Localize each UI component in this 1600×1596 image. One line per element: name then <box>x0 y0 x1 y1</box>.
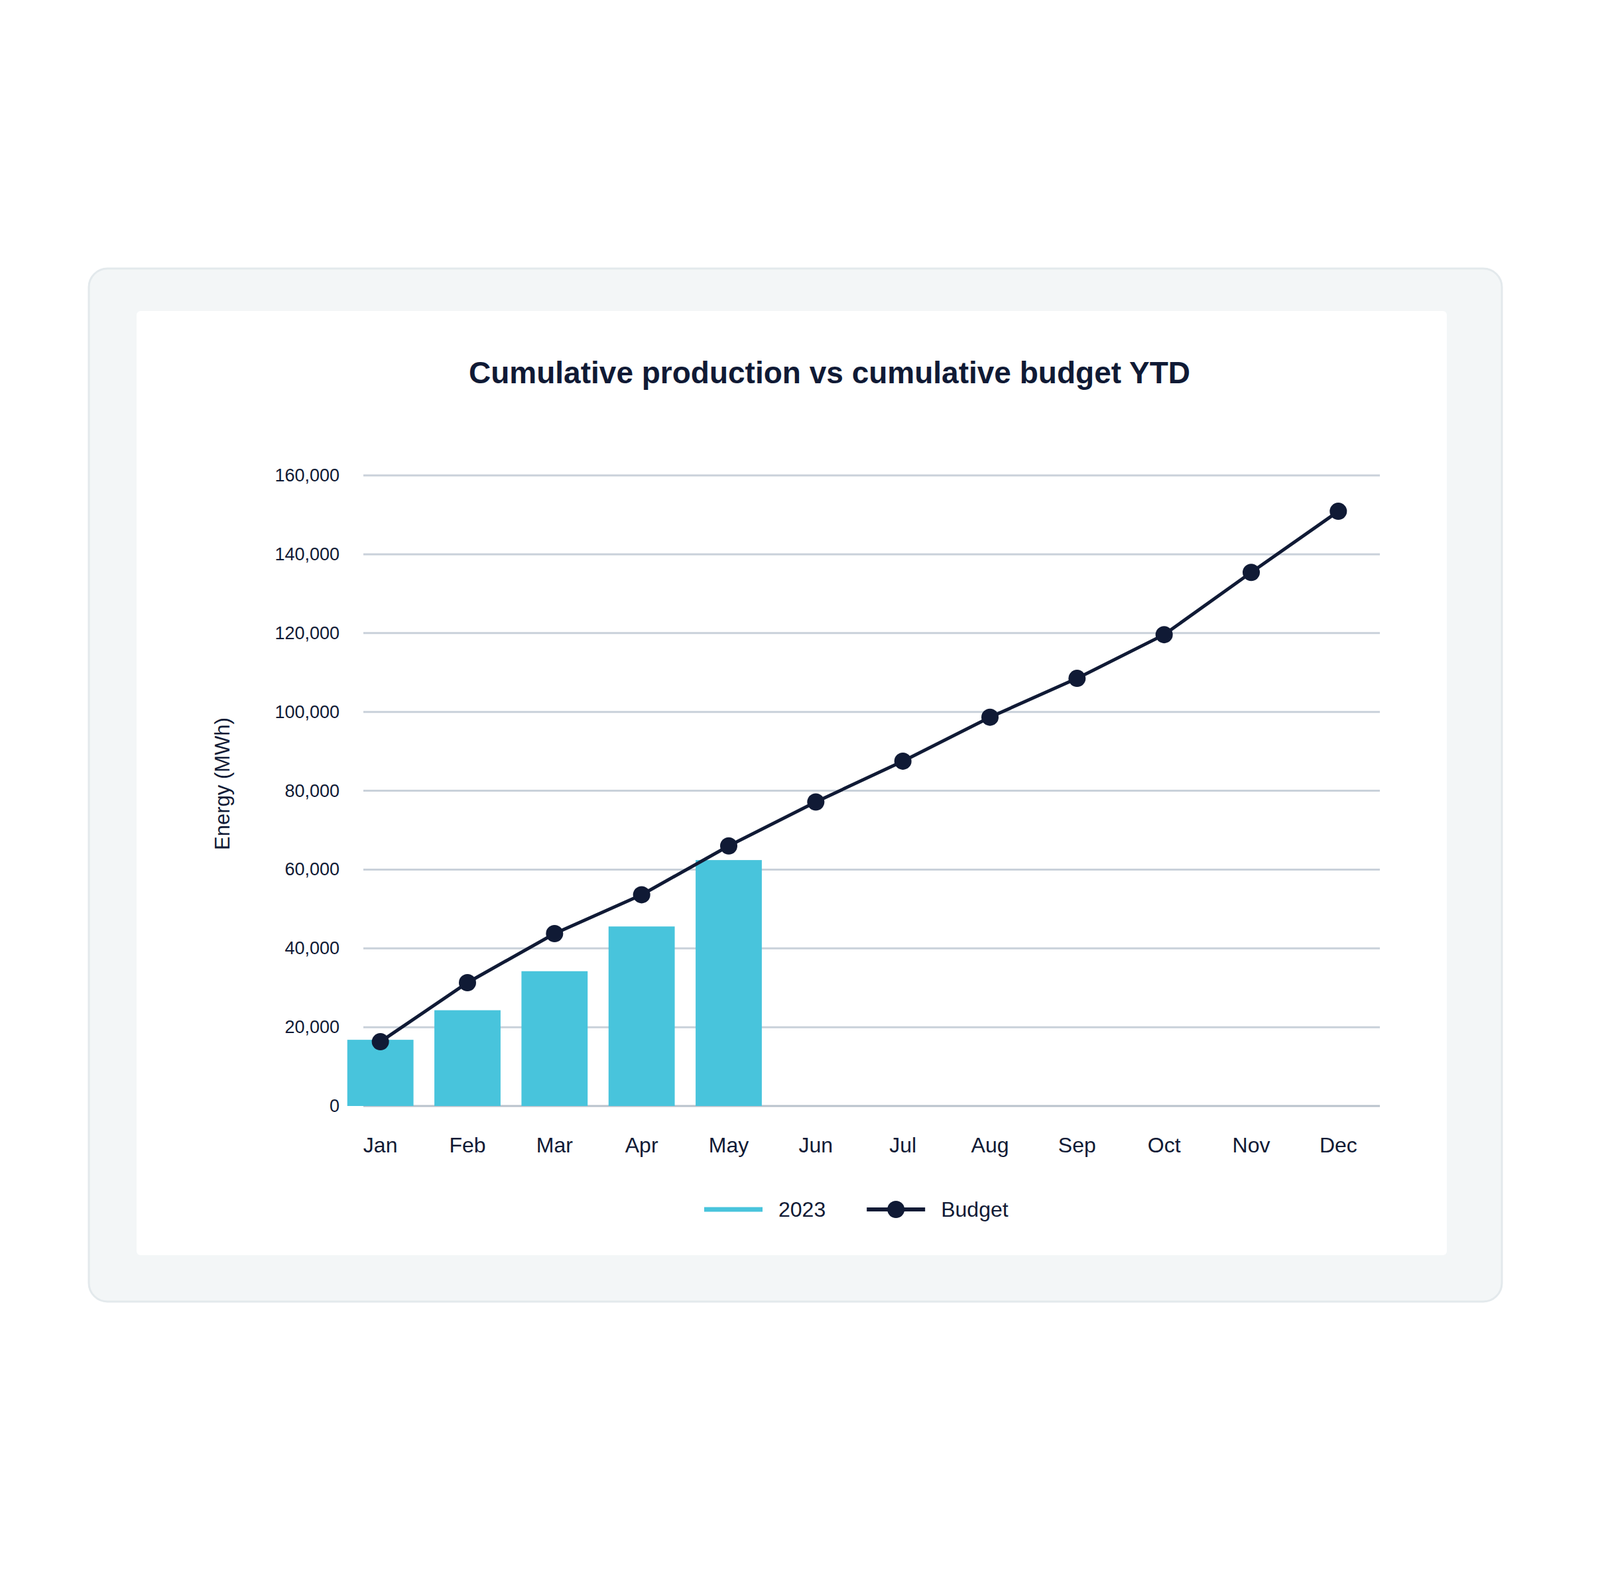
bar <box>434 1010 501 1107</box>
card-panel <box>136 310 1447 1256</box>
x-tick-label: Jan <box>363 1133 398 1158</box>
y-tick-label: 160,000 <box>274 465 340 486</box>
bar <box>608 926 676 1107</box>
marker <box>1068 669 1086 687</box>
plot-area <box>347 502 1348 1107</box>
bar <box>695 860 762 1107</box>
marker <box>894 752 912 770</box>
marker <box>720 837 738 855</box>
x-tick-label: Jul <box>889 1133 917 1158</box>
y-tick-label: 20,000 <box>284 1017 340 1038</box>
y-axis-label: Energy (MWh) <box>210 717 235 851</box>
marker <box>371 1033 390 1051</box>
bar <box>521 971 588 1107</box>
chart: Cumulative production vs cumulative budg… <box>0 0 1600 1596</box>
x-tick-label: May <box>708 1133 749 1158</box>
marker <box>1155 625 1173 644</box>
grid-line <box>363 789 1380 792</box>
grid-line <box>363 631 1380 634</box>
legend-swatch <box>704 1207 763 1213</box>
y-tick-label: 80,000 <box>284 781 340 801</box>
x-tick-label: Jun <box>799 1133 834 1158</box>
card-frame <box>88 268 1502 1302</box>
x-tick-label: Mar <box>536 1133 573 1158</box>
grid-line <box>363 868 1380 871</box>
x-tick-label: Dec <box>1319 1133 1358 1158</box>
y-tick-label: 140,000 <box>274 544 340 565</box>
legend-label: Budget <box>940 1197 1009 1222</box>
grid-line <box>363 1105 1380 1108</box>
x-tick-label: Aug <box>971 1133 1010 1158</box>
y-tick-label: 0 <box>329 1096 340 1116</box>
legend-label: 2023 <box>778 1197 826 1222</box>
title: Cumulative production vs cumulative budg… <box>468 355 1191 390</box>
marker <box>981 708 999 727</box>
marker <box>1329 502 1347 520</box>
marker <box>1242 563 1260 581</box>
marker <box>545 924 563 943</box>
marker <box>806 793 825 811</box>
legend-marker <box>887 1200 905 1219</box>
y-tick-label: 40,000 <box>284 938 340 959</box>
y-tick-label: 120,000 <box>274 623 340 644</box>
grid-line <box>363 553 1380 555</box>
marker <box>633 885 651 904</box>
x-tick-label: Sep <box>1058 1133 1097 1158</box>
grid-line <box>363 947 1380 950</box>
y-tick-label: 60,000 <box>284 859 340 880</box>
grid-line <box>363 1026 1380 1029</box>
x-tick-label: Apr <box>625 1133 659 1158</box>
x-tick-label: Feb <box>448 1133 486 1158</box>
background <box>0 0 1600 1596</box>
grid-line <box>363 474 1380 477</box>
grid-line <box>363 710 1380 713</box>
x-tick-label: Nov <box>1232 1133 1271 1158</box>
marker <box>458 974 477 992</box>
x-tick-label: Oct <box>1147 1133 1181 1158</box>
y-tick-label: 100,000 <box>274 702 340 723</box>
line <box>380 511 1339 1042</box>
